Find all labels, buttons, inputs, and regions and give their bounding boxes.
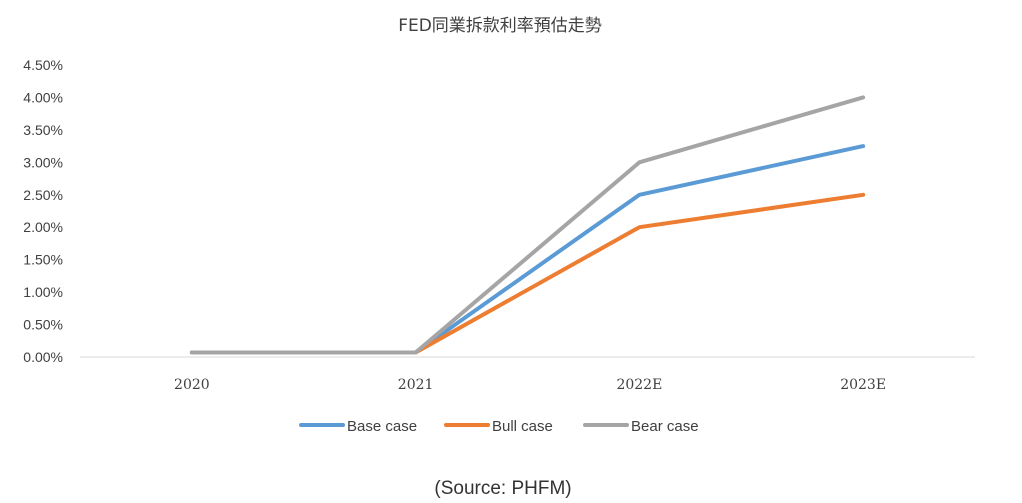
chart-title: FED同業拆款利率預估走勢 [398, 16, 602, 36]
y-tick-label: 1.50% [23, 252, 63, 268]
y-tick-label: 0.00% [23, 349, 63, 365]
x-tick-label: 2023E [840, 377, 886, 393]
x-tick-label: 2022E [616, 377, 662, 393]
legend-label: Base case [347, 418, 417, 435]
y-tick-label: 4.00% [23, 89, 63, 105]
y-tick-label: 3.50% [23, 122, 63, 138]
series-line-bear-case [189, 95, 866, 355]
x-axis: 2020 2021 2022E 2023E [174, 377, 886, 393]
legend: Base case Bull case Bear case [299, 418, 699, 435]
legend-label: Bull case [492, 418, 553, 435]
series-line-base-case [189, 144, 866, 355]
y-tick-label: 4.50% [23, 57, 63, 73]
y-axis: 0.00% 0.50% 1.00% 1.50% 2.00% 2.50% 3.00% 3.50%… [23, 57, 63, 365]
x-tick-label: 2020 [174, 377, 210, 393]
y-tick-label: 3.00% [23, 154, 63, 170]
y-tick-label: 0.50% [23, 317, 63, 333]
legend-label: Bear case [631, 418, 699, 435]
y-tick-label: 1.00% [23, 284, 63, 300]
plot-area [189, 95, 866, 355]
source-note: (Source: PHFM) [434, 478, 571, 499]
y-tick-label: 2.00% [23, 219, 63, 235]
x-tick-label: 2021 [398, 377, 434, 393]
y-tick-label: 2.50% [23, 187, 63, 203]
